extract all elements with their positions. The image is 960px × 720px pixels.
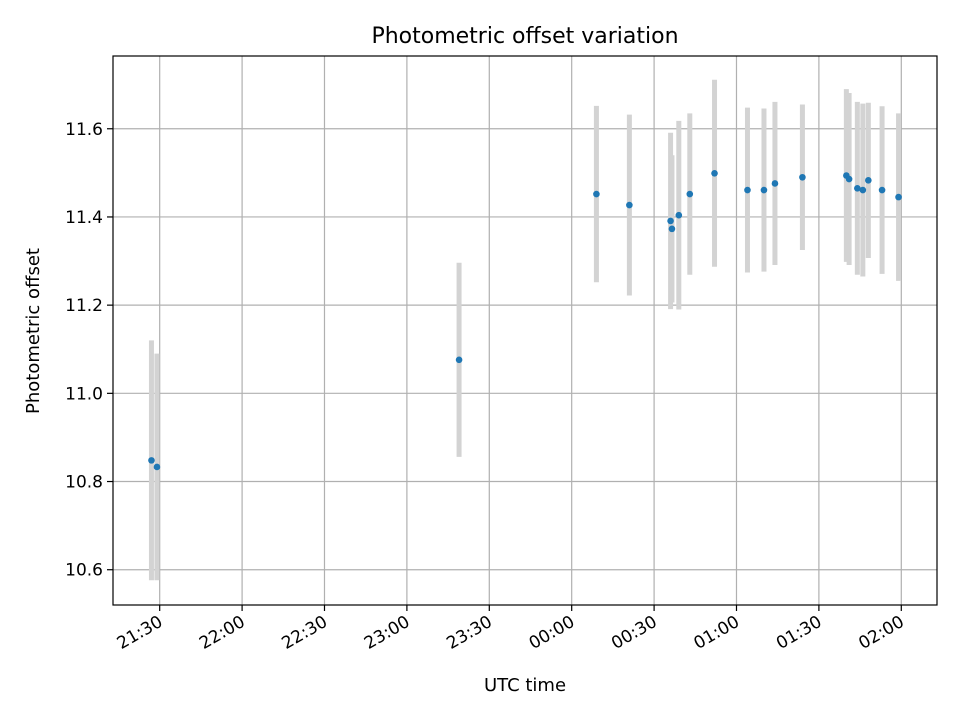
data-point — [799, 173, 806, 181]
data-point — [686, 190, 694, 198]
data-point — [626, 201, 633, 209]
y-tick-label: 11.4 — [65, 208, 103, 228]
x-axis-label: UTC time — [484, 675, 566, 696]
data-point — [148, 457, 155, 464]
data-point — [895, 193, 902, 201]
data-points — [148, 169, 902, 471]
data-point — [675, 211, 683, 219]
y-tick-label: 11.6 — [65, 120, 103, 140]
data-point — [854, 184, 861, 192]
data-point — [153, 463, 161, 471]
y-tick-label: 11.0 — [65, 384, 103, 404]
data-point — [593, 190, 600, 198]
data-point — [760, 186, 768, 194]
y-tick-label: 10.6 — [65, 561, 103, 581]
data-point — [455, 356, 463, 364]
data-point — [845, 175, 853, 183]
plot-frame — [112, 55, 938, 606]
data-point — [771, 180, 779, 187]
data-point — [744, 186, 751, 194]
data-point — [878, 186, 886, 194]
data-point — [859, 186, 867, 194]
chart-title: Photometric offset variation — [371, 24, 678, 49]
data-point — [668, 225, 676, 233]
data-point — [711, 169, 718, 177]
y-axis-label: Photometric offset — [23, 248, 44, 414]
data-point — [667, 217, 674, 225]
data-point — [865, 177, 872, 184]
grid — [113, 56, 937, 605]
y-tick-label: 10.8 — [65, 473, 103, 493]
y-tick-label: 11.2 — [65, 296, 103, 316]
